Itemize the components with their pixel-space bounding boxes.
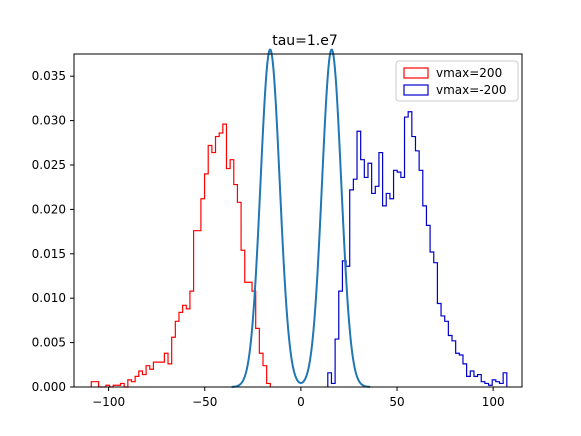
legend-label-0: vmax=200 xyxy=(436,66,502,80)
y-tick-label: 0.025 xyxy=(32,158,66,172)
histogram-series-0 xyxy=(90,123,271,388)
gaussian-curve-line xyxy=(231,48,371,388)
x-tick-label: 0 xyxy=(297,395,305,409)
y-tick-label: 0.015 xyxy=(32,247,66,261)
plot-area: −100 −50 0 50 100 0.000 0.005 0.010 0.015 0.020 0.… xyxy=(32,48,523,409)
x-tick-label: 100 xyxy=(482,395,505,409)
y-tick-label: 0.010 xyxy=(32,291,66,305)
chart-title: tau=1.e7 xyxy=(272,33,338,49)
histogram-series-1 xyxy=(327,111,508,387)
y-tick-label: 0.005 xyxy=(32,336,66,350)
y-tick-label: 0.020 xyxy=(32,202,66,216)
y-tick-label: 0.035 xyxy=(32,69,66,83)
legend-swatch-1 xyxy=(403,84,429,96)
legend: vmax=200 vmax=-200 xyxy=(395,60,519,102)
axes-frame xyxy=(73,53,523,388)
legend-box xyxy=(395,60,519,102)
x-tick-label: −100 xyxy=(92,395,125,409)
legend-swatch-0 xyxy=(403,67,429,79)
y-tick-label: 0.000 xyxy=(32,380,66,394)
y-tick-label: 0.030 xyxy=(32,114,66,128)
x-tick-label: −50 xyxy=(192,395,217,409)
x-tick-label: 50 xyxy=(389,395,404,409)
legend-label-1: vmax=-200 xyxy=(436,83,507,97)
